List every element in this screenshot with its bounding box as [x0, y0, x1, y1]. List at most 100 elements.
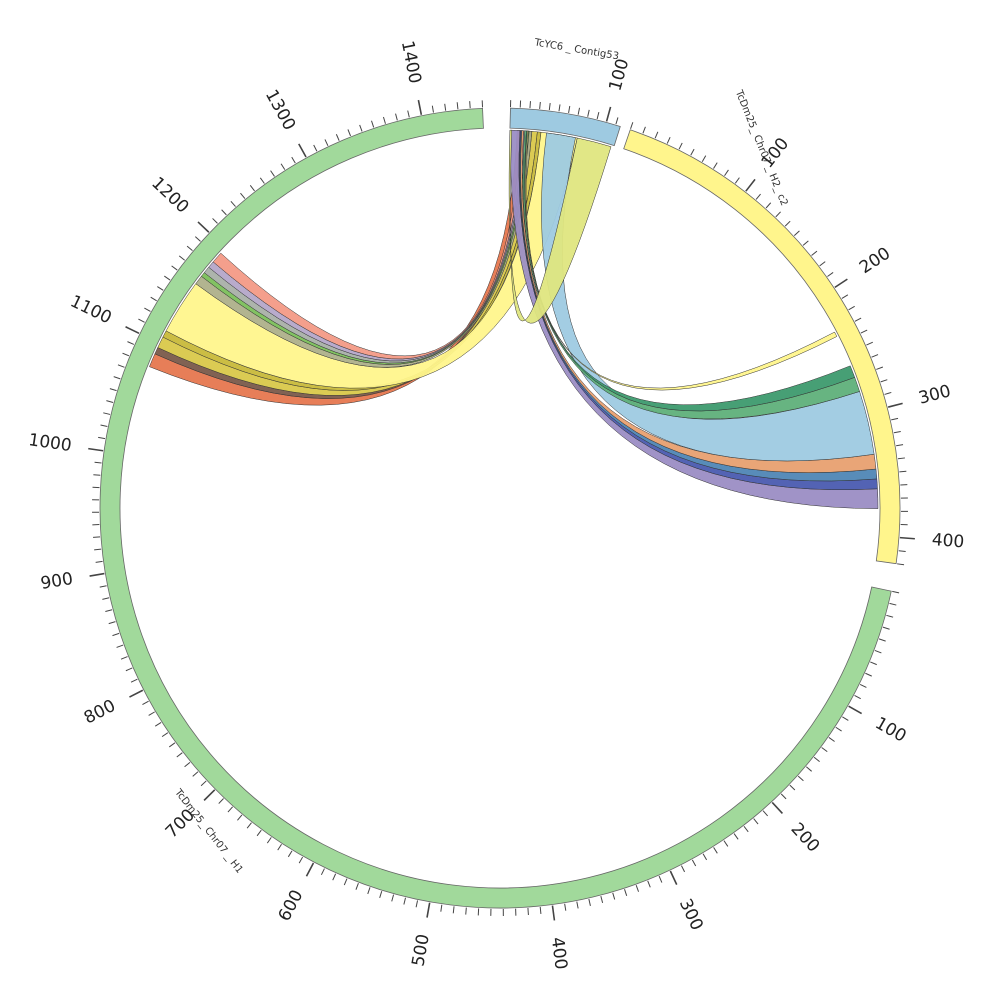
minor-tick — [122, 352, 130, 357]
minor-tick — [221, 209, 227, 216]
minor-tick — [343, 878, 348, 886]
minor-tick — [886, 614, 894, 618]
minor-tick — [802, 240, 809, 246]
minor-tick — [240, 192, 246, 199]
major-tick — [899, 536, 915, 540]
minor-tick — [789, 784, 796, 791]
minor-tick — [320, 868, 325, 876]
minor-tick — [558, 104, 561, 112]
major-tick — [129, 689, 144, 698]
minor-tick — [116, 644, 124, 648]
minor-tick — [256, 829, 262, 837]
minor-tick — [724, 169, 729, 177]
minor-tick — [335, 134, 340, 141]
minor-tick — [743, 825, 749, 833]
minor-tick — [835, 726, 842, 732]
tick-label-h1-1400: 1400 — [397, 39, 425, 85]
minor-tick — [138, 318, 145, 323]
minor-tick — [666, 136, 671, 144]
minor-tick — [277, 843, 282, 851]
major-tick — [125, 326, 140, 335]
minor-tick — [287, 850, 293, 858]
major-tick — [203, 789, 216, 801]
link-ribbon-9 — [212, 130, 524, 360]
minor-tick — [93, 536, 101, 538]
minor-tick — [882, 626, 890, 630]
minor-tick — [898, 550, 906, 552]
minor-tick — [765, 202, 772, 209]
minor-tick — [762, 810, 769, 817]
minor-tick — [130, 678, 138, 683]
minor-tick — [246, 822, 252, 829]
minor-tick — [859, 683, 867, 688]
minor-tick — [874, 649, 882, 654]
minor-tick — [230, 200, 236, 207]
minor-tick — [596, 112, 600, 120]
minor-tick — [564, 903, 567, 911]
tick-label-h1-500: 500 — [409, 933, 434, 968]
major-tick — [417, 99, 423, 115]
minor-tick — [227, 806, 233, 813]
minor-tick — [192, 771, 199, 777]
minor-tick — [897, 563, 905, 566]
minor-tick — [892, 590, 900, 594]
minor-tick — [415, 900, 419, 908]
minor-tick — [431, 105, 434, 113]
minor-tick — [452, 906, 455, 914]
minor-tick — [347, 129, 352, 137]
minor-tick — [733, 833, 739, 840]
minor-tick — [403, 897, 407, 905]
minor-tick — [324, 139, 329, 146]
minor-tick — [371, 120, 375, 128]
major-tick — [887, 402, 903, 408]
minor-tick — [112, 632, 120, 637]
link-ribbon-18 — [508, 129, 612, 324]
minor-tick — [647, 880, 651, 888]
minor-tick — [811, 250, 818, 256]
minor-tick — [218, 798, 224, 804]
major-tick — [669, 870, 678, 885]
minor-tick — [678, 142, 683, 150]
minor-tick — [891, 417, 899, 421]
minor-tick — [469, 101, 471, 109]
major-tick — [771, 801, 784, 814]
minor-tick — [630, 122, 634, 130]
minor-tick — [805, 766, 812, 772]
minor-tick — [95, 560, 103, 563]
tick-label-h1-1100: 1100 — [67, 292, 115, 329]
ideogram-h2 — [623, 129, 901, 565]
minor-tick — [298, 856, 304, 864]
minor-tick — [176, 752, 183, 758]
minor-tick — [884, 391, 892, 395]
major-tick — [426, 902, 431, 918]
tick-label-h2-200: 200 — [856, 244, 894, 279]
major-tick — [605, 106, 612, 122]
minor-tick — [897, 457, 905, 460]
minor-tick — [624, 889, 628, 896]
minor-tick — [94, 461, 102, 464]
minor-tick — [249, 185, 255, 192]
minor-tick — [539, 101, 541, 110]
minor-tick — [148, 711, 155, 716]
minor-tick — [588, 898, 591, 906]
minor-tick — [860, 329, 868, 334]
minor-tick — [701, 155, 707, 162]
minor-tick — [654, 131, 659, 139]
minor-tick — [775, 211, 781, 218]
minor-tick — [120, 656, 128, 660]
minor-tick — [896, 444, 904, 447]
major-tick — [89, 572, 105, 577]
minor-tick — [889, 602, 897, 606]
minor-tick — [899, 470, 907, 473]
minor-tick — [168, 742, 176, 748]
minor-tick — [734, 177, 740, 184]
minor-tick — [880, 379, 888, 383]
minor-tick — [866, 341, 873, 346]
tick-label-h1-900: 900 — [39, 569, 74, 594]
minor-tick — [100, 424, 108, 427]
minor-tick — [876, 366, 884, 370]
ideogram-layer — [99, 107, 901, 909]
tick-label-h1-1200: 1200 — [147, 173, 192, 217]
minor-tick — [827, 272, 834, 277]
